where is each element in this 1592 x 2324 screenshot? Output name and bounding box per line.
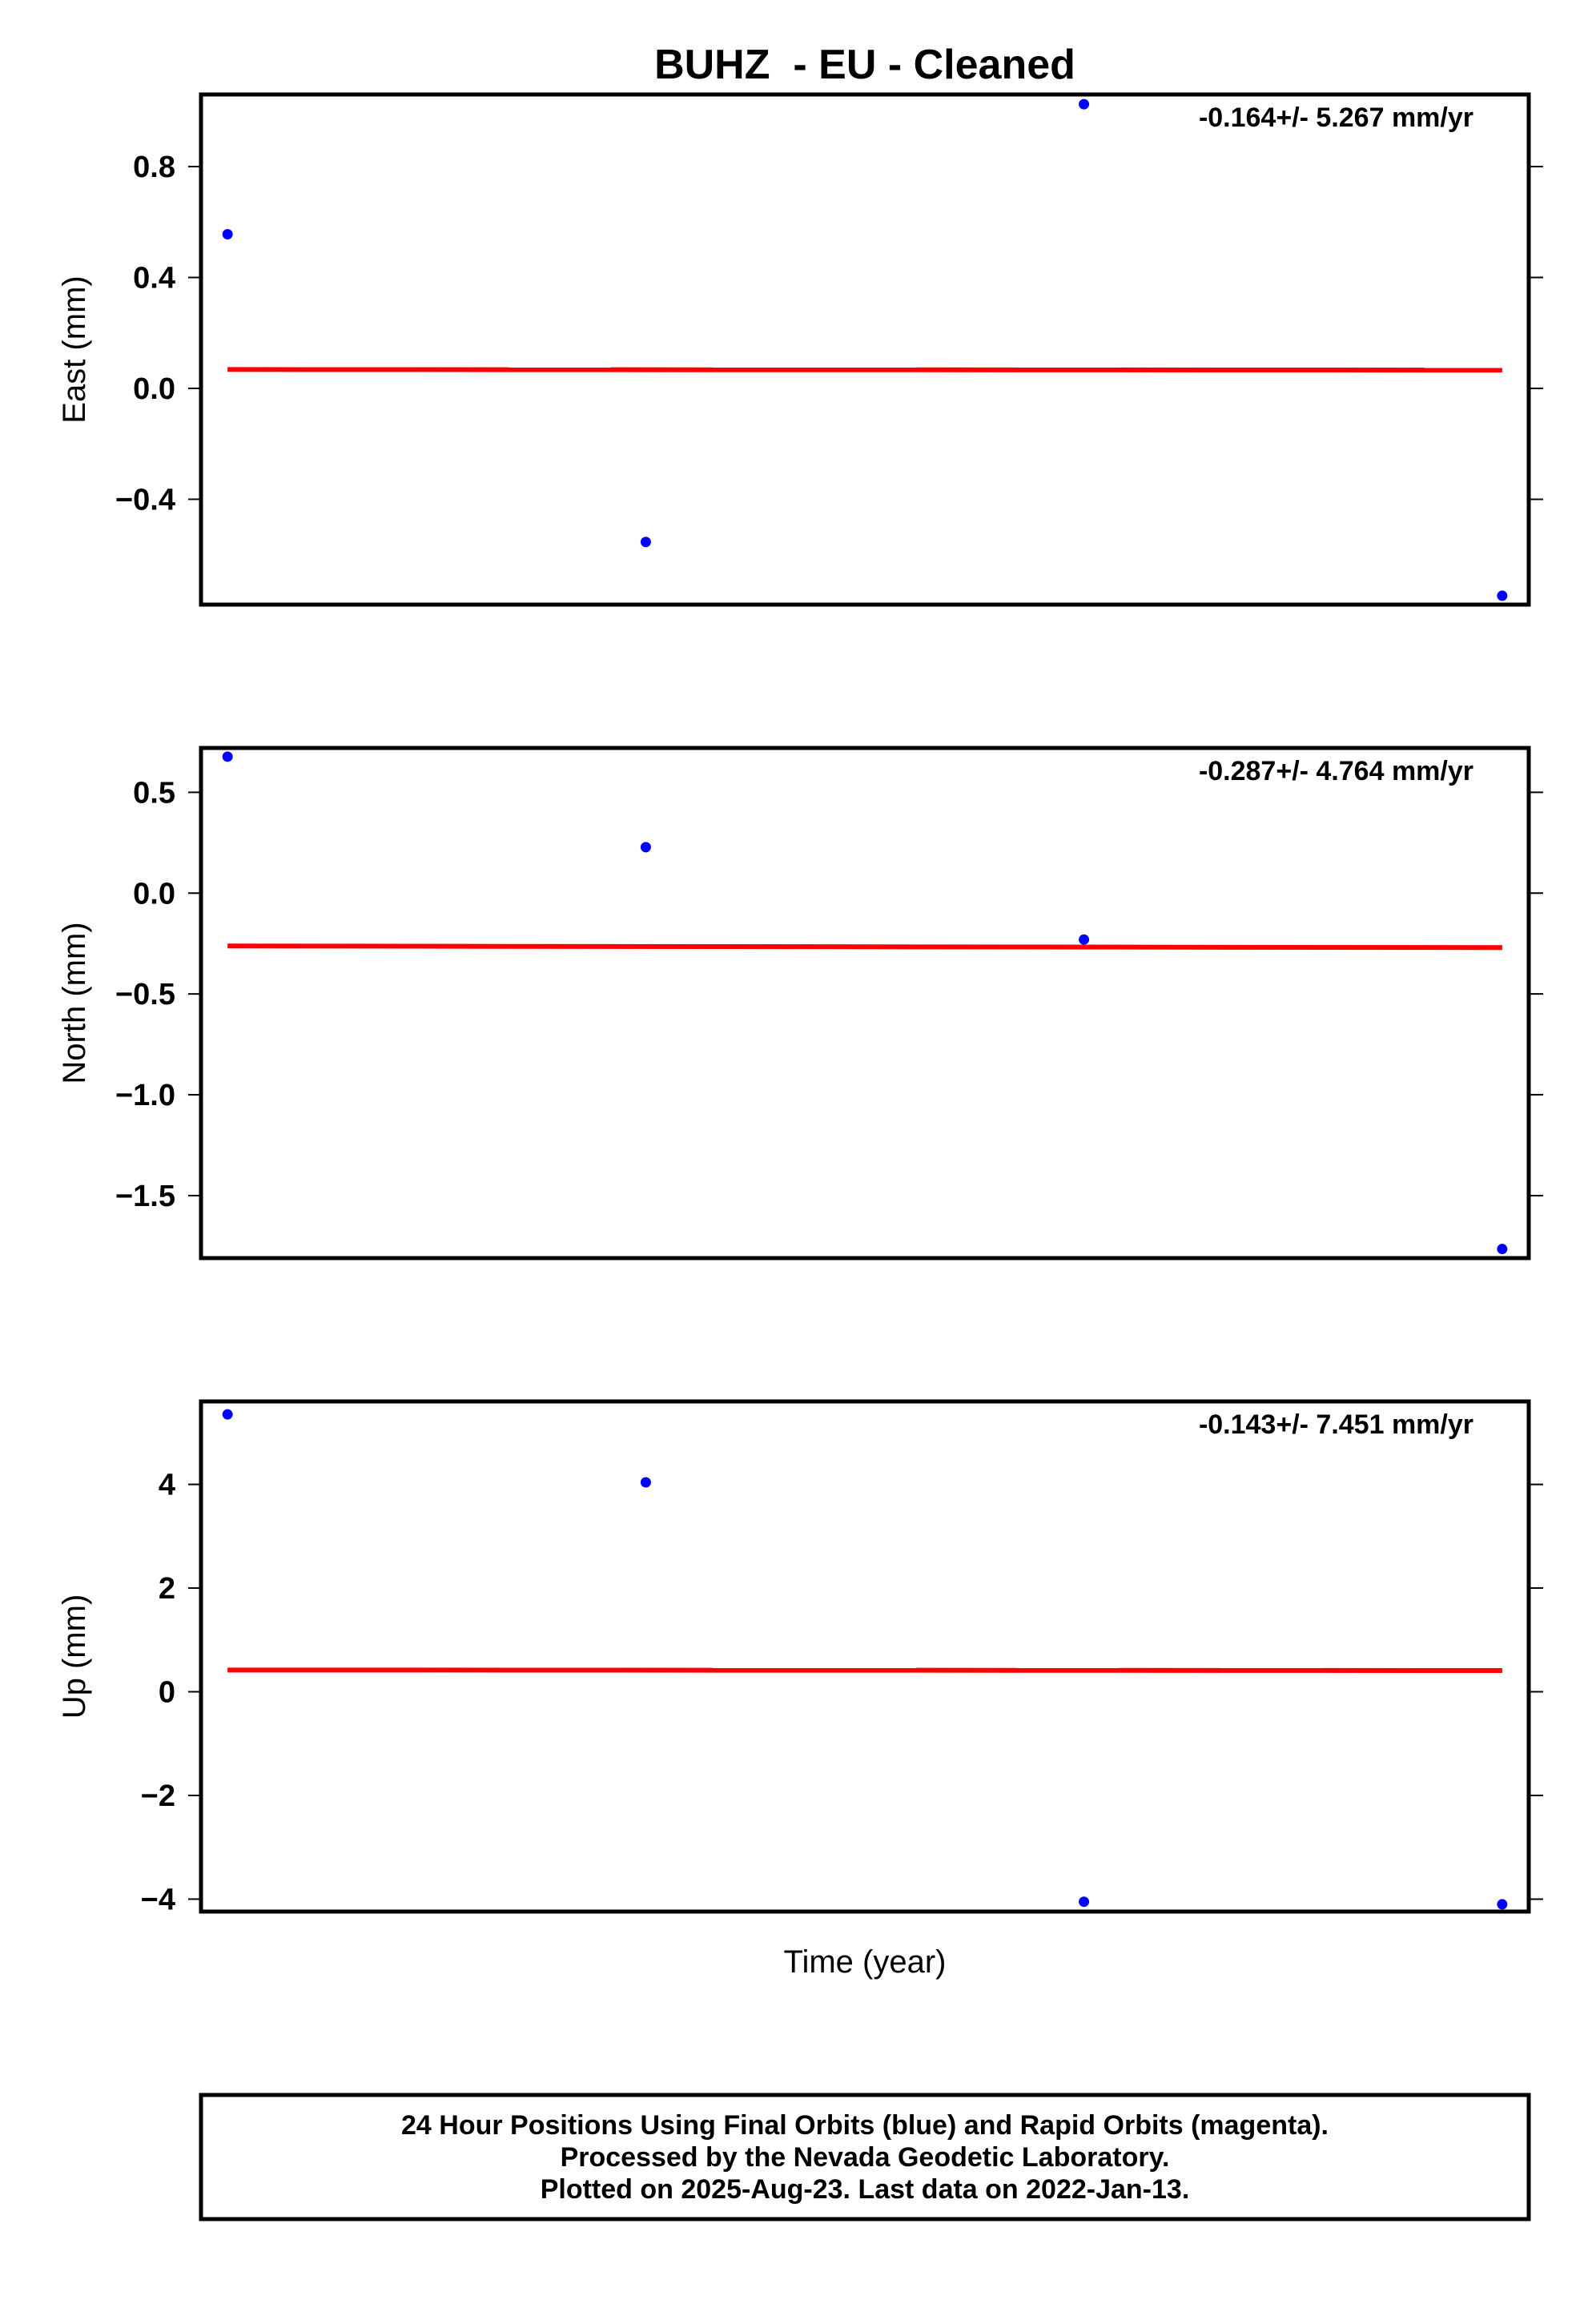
- y-axis-label: East (mm): [57, 275, 92, 423]
- data-point: [640, 537, 651, 548]
- y-tick-label: 4: [159, 1469, 175, 1502]
- trend-line: [227, 1667, 1502, 1673]
- footer-line-3: Plotted on 2025-Aug-23. Last data on 202…: [541, 2174, 1190, 2205]
- y-tick-label: 0.8: [133, 151, 175, 184]
- data-point: [640, 842, 651, 853]
- y-tick-label: −0.4: [115, 483, 175, 517]
- footer-line-2: Processed by the Nevada Geodetic Laborat…: [561, 2142, 1170, 2173]
- data-point: [1079, 99, 1090, 110]
- y-axis-label: North (mm): [57, 922, 92, 1084]
- data-point: [640, 1477, 651, 1488]
- data-point: [1497, 590, 1508, 601]
- chart-title: BUHZ - EU - Cleaned: [654, 42, 1075, 88]
- data-point: [1497, 1244, 1508, 1255]
- y-tick-label: −0.5: [115, 978, 175, 1011]
- footer-line-1: 24 Hour Positions Using Final Orbits (bl…: [401, 2110, 1329, 2141]
- panels: 0.8 0.4 0.0 −0.4 East (mm) -0.164+/- 5.267 mm…: [57, 92, 1543, 1916]
- data-point: [222, 1409, 233, 1420]
- y-tick-label: 0.0: [133, 372, 175, 406]
- plot-frame: [199, 746, 1531, 1261]
- trend-line: [227, 943, 1502, 951]
- plot-frame: [199, 1399, 1531, 1914]
- data-point: [1079, 934, 1090, 945]
- y-tick-label: 0.0: [133, 877, 175, 911]
- data-point: [222, 751, 233, 762]
- panel-2: 0.5 0.0 −0.5 −1.0 −1.5 North (mm) -0.287+/- 4.…: [57, 746, 1543, 1261]
- y-tick-label: 0: [159, 1676, 175, 1710]
- y-tick-label: 2: [159, 1572, 175, 1606]
- data-point: [222, 228, 233, 239]
- y-tick-label: −1.0: [115, 1079, 175, 1112]
- y-tick-label: 0.5: [133, 776, 175, 810]
- rate-annotation: -0.143+/- 7.451 mm/yr: [1199, 1409, 1473, 1440]
- rate-annotation: -0.287+/- 4.764 mm/yr: [1199, 756, 1473, 786]
- data-point: [1079, 1896, 1090, 1908]
- trend-line: [227, 367, 1502, 373]
- y-tick-label: −1.5: [115, 1180, 175, 1213]
- y-tick-label: −2: [141, 1779, 175, 1813]
- panel-3: 4 2 0 −2 −4 Up (mm) -0.143+/- 7.451 mm/yr: [57, 1399, 1543, 1916]
- panel-1: 0.8 0.4 0.0 −0.4 East (mm) -0.164+/- 5.267 mm…: [57, 92, 1543, 607]
- footer-box: [199, 2093, 1531, 2221]
- x-axis-label: Time (year): [784, 1944, 947, 1980]
- y-tick-label: −4: [141, 1883, 175, 1916]
- rate-annotation: -0.164+/- 5.267 mm/yr: [1199, 103, 1473, 133]
- y-axis-label: Up (mm): [57, 1594, 92, 1719]
- y-tick-label: 0.4: [133, 261, 175, 295]
- data-point: [1497, 1899, 1508, 1910]
- plot-frame: [199, 92, 1531, 607]
